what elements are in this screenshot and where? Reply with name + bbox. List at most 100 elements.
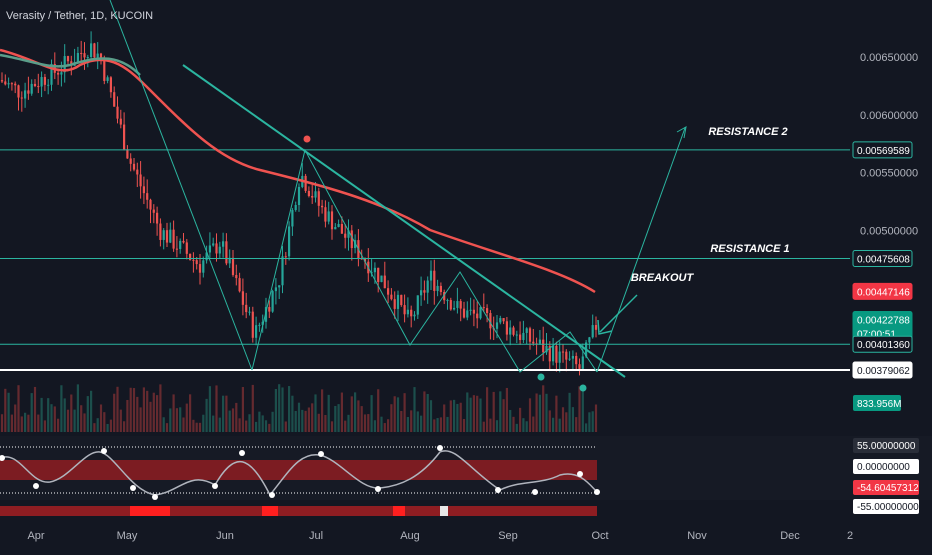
candle-body bbox=[350, 230, 353, 249]
candle-body bbox=[532, 341, 535, 344]
candle-body bbox=[248, 311, 251, 313]
volume-bar bbox=[416, 411, 419, 432]
volume-bar bbox=[406, 416, 409, 432]
candle-body bbox=[522, 332, 525, 340]
x-tick-label: Apr bbox=[27, 530, 44, 542]
candle-body bbox=[469, 309, 472, 311]
volume-bar bbox=[380, 416, 383, 432]
volume-bar bbox=[334, 405, 337, 432]
candle-body bbox=[314, 191, 317, 198]
candle-body bbox=[274, 287, 277, 292]
volume-bar bbox=[172, 394, 175, 432]
candle-body bbox=[552, 345, 555, 362]
breakout-arrowhead bbox=[597, 319, 613, 335]
volume-bar bbox=[373, 420, 376, 432]
volume-bar bbox=[340, 392, 343, 432]
candle-body bbox=[297, 186, 301, 205]
candle-body bbox=[591, 325, 594, 338]
x-tick-label: May bbox=[117, 530, 138, 542]
volume-bar bbox=[235, 402, 238, 432]
candle-body bbox=[113, 92, 116, 107]
price-label-box bbox=[852, 361, 913, 379]
volume-bar bbox=[433, 419, 436, 432]
osc-label-box bbox=[853, 459, 919, 474]
volume-bar bbox=[363, 414, 367, 432]
volume-bar bbox=[429, 400, 433, 432]
osc-signal-dot bbox=[239, 450, 245, 456]
candle-body bbox=[311, 196, 314, 198]
candle-body bbox=[479, 307, 482, 319]
candle-body bbox=[380, 275, 383, 283]
candle-body bbox=[76, 52, 79, 63]
volume-bar bbox=[360, 406, 363, 432]
candle-body bbox=[99, 53, 103, 61]
candle-body bbox=[472, 309, 475, 314]
candle-body bbox=[538, 339, 541, 344]
osc-label: -55.00000000 bbox=[857, 502, 919, 513]
candle-body bbox=[568, 358, 571, 360]
volume-bar bbox=[403, 393, 406, 432]
candle-body bbox=[159, 223, 162, 240]
candle-body bbox=[482, 307, 485, 309]
volume-bar bbox=[535, 393, 538, 432]
volume-bar bbox=[522, 418, 525, 432]
volume-bar bbox=[10, 414, 13, 432]
candle-body bbox=[205, 252, 208, 261]
volume-bar bbox=[30, 393, 33, 432]
candle-body bbox=[509, 327, 512, 335]
volume-bar bbox=[423, 391, 426, 432]
volume-bar bbox=[314, 394, 317, 432]
candle-body bbox=[116, 106, 119, 119]
volume-bar bbox=[251, 384, 254, 432]
candle-body bbox=[410, 309, 413, 317]
volume-bar bbox=[545, 393, 548, 432]
volume-bar bbox=[63, 398, 66, 432]
volume-bar bbox=[7, 392, 10, 432]
pivot-high-marker bbox=[303, 135, 311, 143]
osc-label: -54.60457312 bbox=[857, 483, 919, 494]
volume-bar bbox=[274, 389, 277, 432]
candle-body bbox=[0, 80, 4, 82]
candle-body bbox=[413, 314, 416, 317]
volume-bar bbox=[443, 404, 446, 432]
moving-average-red bbox=[0, 48, 596, 294]
signal-strip bbox=[0, 506, 597, 516]
x-tick-label: Jul bbox=[309, 530, 323, 542]
volume-bar bbox=[575, 417, 578, 432]
candle-body bbox=[37, 86, 40, 88]
annotation-label: BREAKOUT bbox=[631, 272, 695, 284]
price-label-box bbox=[852, 282, 913, 300]
candle-body bbox=[165, 230, 169, 243]
candle-body bbox=[17, 85, 20, 98]
volume-bar bbox=[413, 387, 416, 432]
candle-body bbox=[212, 243, 215, 246]
candle-body bbox=[198, 264, 202, 273]
volume-bar bbox=[218, 417, 221, 432]
price-label: 0.00569589 bbox=[857, 146, 910, 157]
volume-bar bbox=[248, 414, 251, 432]
volume-bar bbox=[258, 411, 261, 432]
volume-bar bbox=[83, 413, 86, 432]
candle-body bbox=[129, 158, 132, 164]
volume-bar bbox=[60, 385, 63, 432]
volume-bar bbox=[156, 395, 159, 432]
volume-bar bbox=[0, 414, 4, 432]
candle-body bbox=[264, 307, 268, 322]
osc-signal-dot bbox=[212, 483, 218, 489]
candle-body bbox=[416, 295, 419, 315]
candle-body bbox=[103, 60, 106, 81]
volume-bar bbox=[515, 423, 518, 432]
volume-bar bbox=[495, 420, 499, 432]
volume-bar bbox=[185, 403, 188, 432]
volume-bar bbox=[179, 407, 182, 432]
volume-bar bbox=[571, 407, 574, 432]
candle-body bbox=[146, 193, 149, 200]
annotation-label: RESISTANCE 2 bbox=[708, 126, 787, 138]
volume-bar bbox=[238, 418, 241, 432]
volume-bar bbox=[449, 400, 452, 432]
volume-bar bbox=[390, 404, 393, 432]
x-tick-label: Sep bbox=[498, 530, 518, 542]
volume-bar bbox=[568, 392, 571, 432]
candle-body bbox=[288, 226, 291, 257]
candle-body bbox=[548, 345, 551, 362]
